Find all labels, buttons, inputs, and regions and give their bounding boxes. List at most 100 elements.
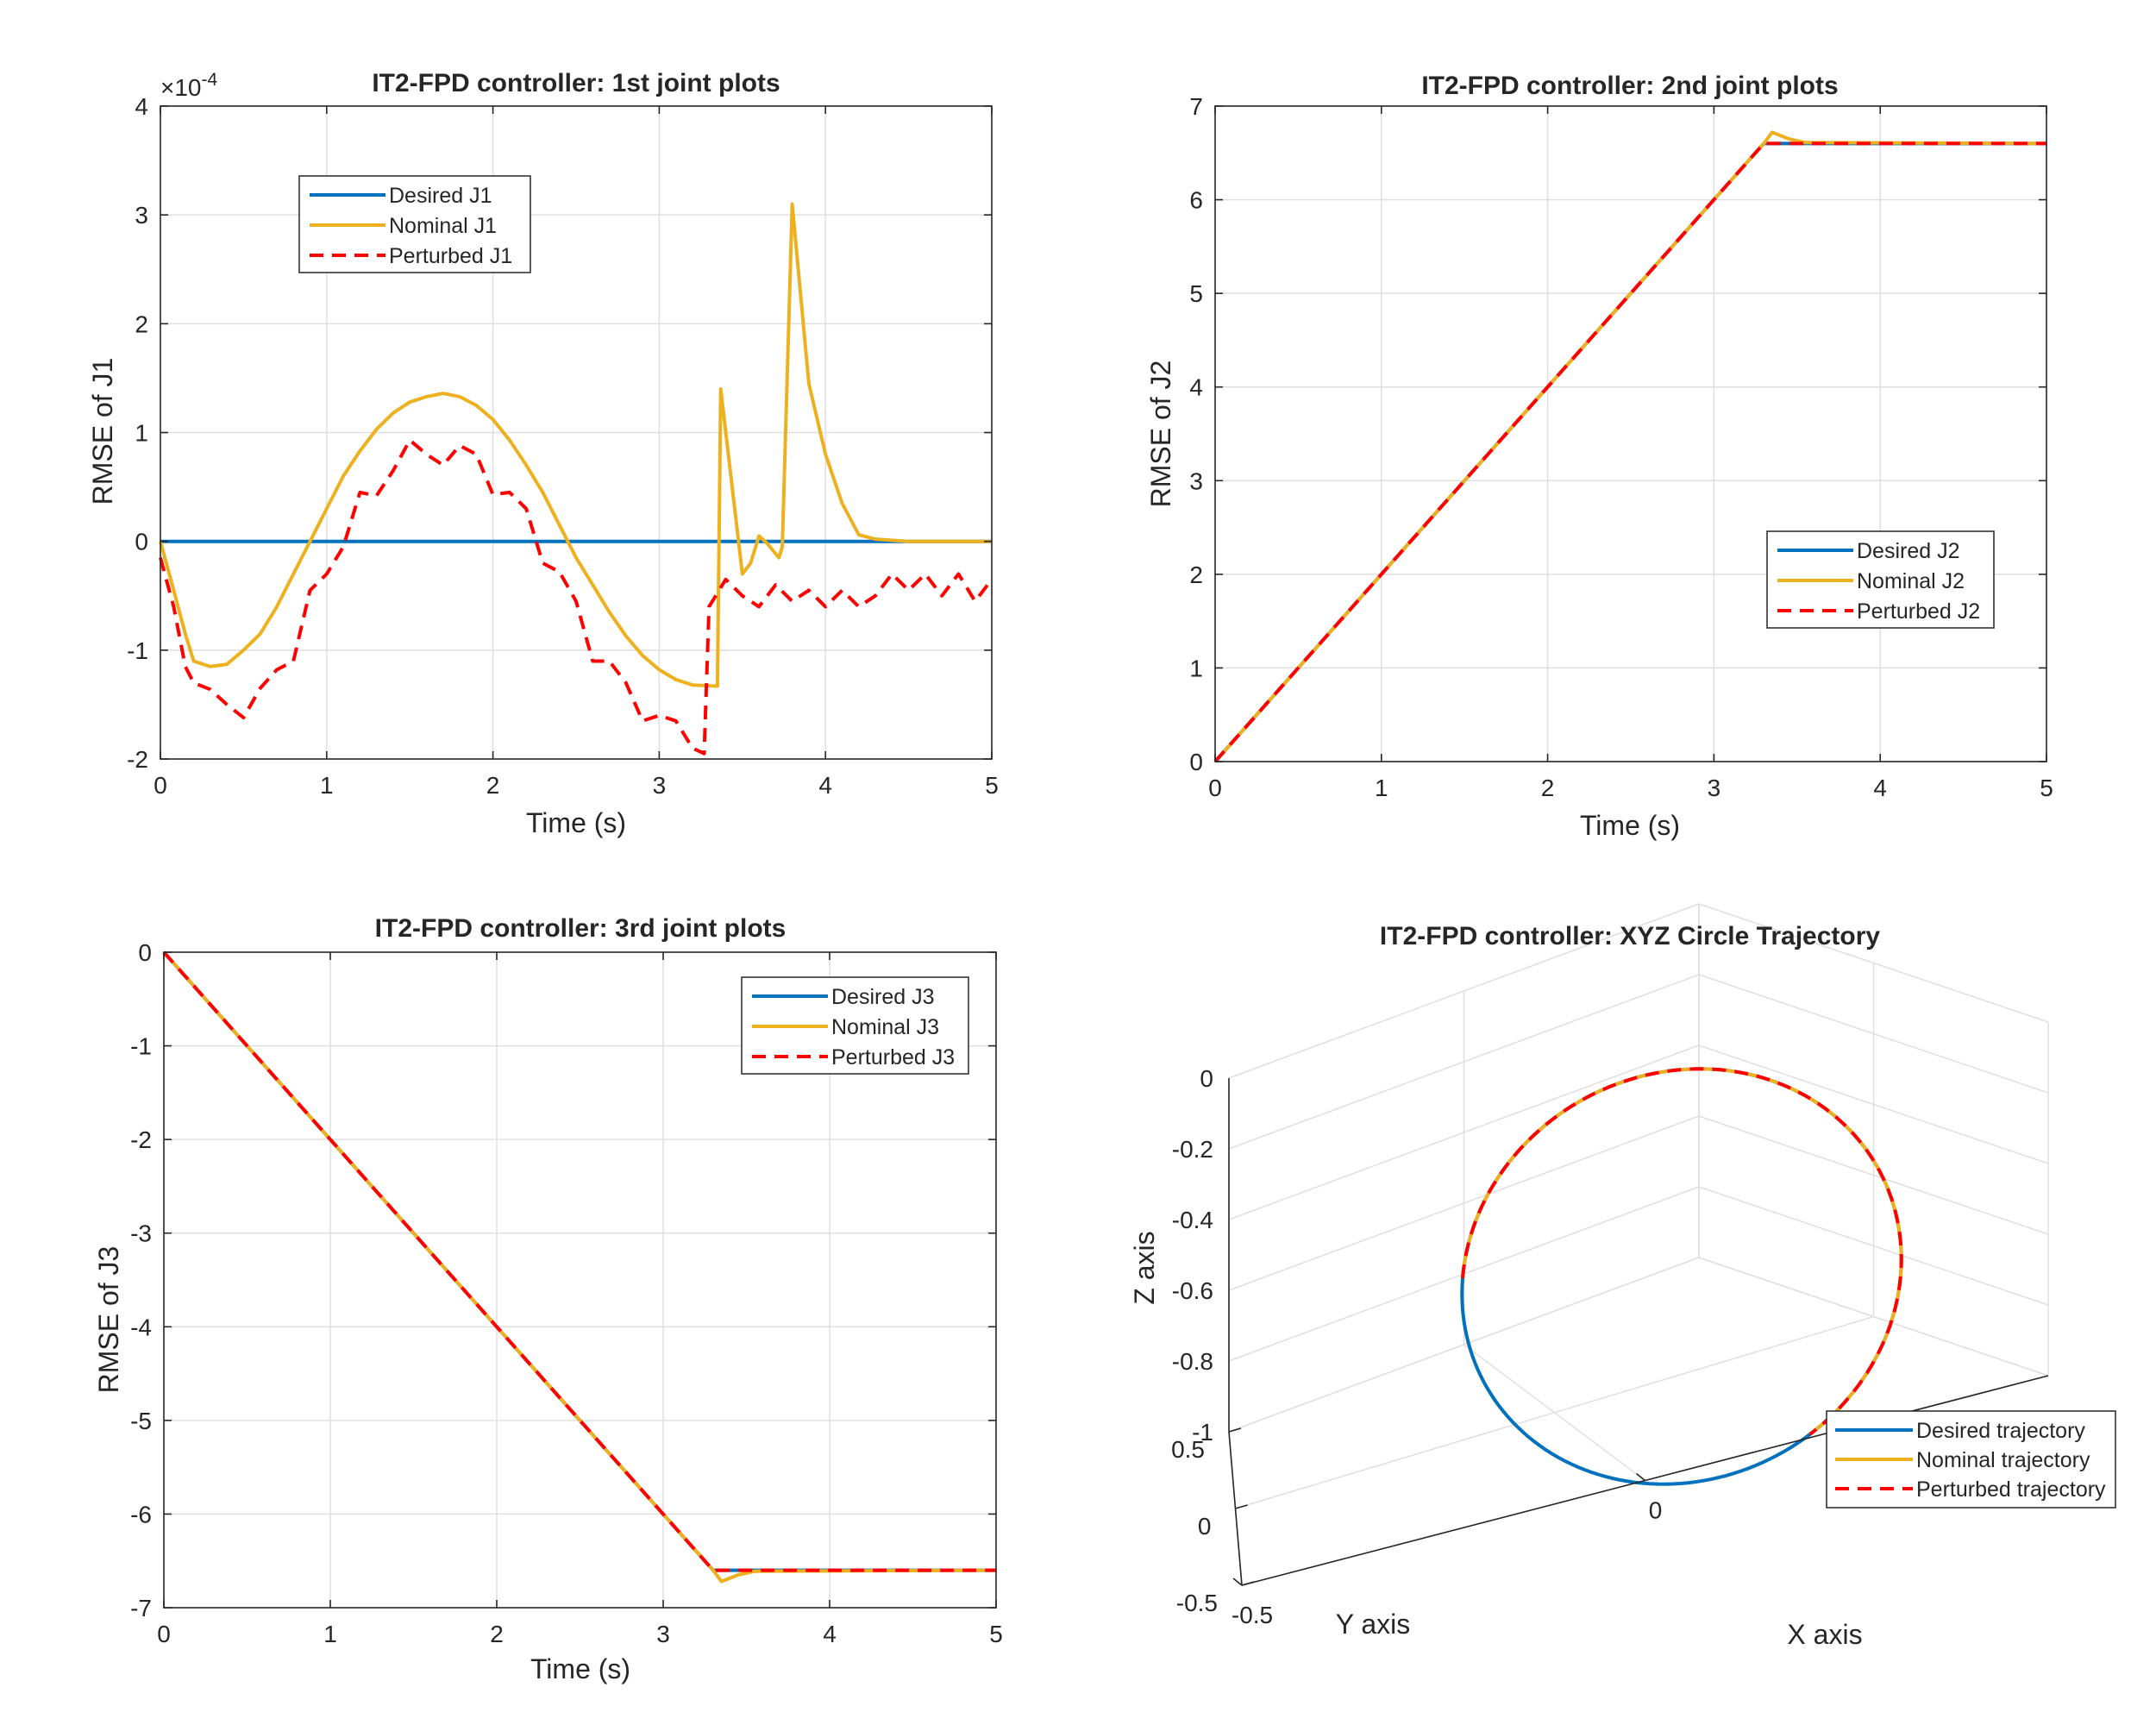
y-tick-mark — [1241, 1581, 1255, 1586]
y-tick-label: 6 — [1189, 187, 1203, 214]
floor-gridline — [1235, 1315, 1874, 1509]
x-axis-label: Time (s) — [530, 1653, 630, 1684]
chart-title: IT2-FPD controller: XYZ Circle Trajector… — [1380, 922, 1880, 950]
x-tick-mark — [1232, 1578, 1243, 1586]
y-tick-label: 0 — [1198, 1513, 1212, 1540]
y-tick-label: 0 — [138, 939, 152, 966]
z-tick-label: -0.8 — [1172, 1348, 1213, 1375]
y-tick-label: -3 — [130, 1220, 152, 1247]
y-tick-label: 1 — [135, 420, 148, 447]
y-tick-label: 3 — [1189, 467, 1203, 494]
chart-joint2: 0 1 2 3 4 5 0 1 2 3 4 5 6 7 IT2-FPD controller: 2nd j… — [1145, 72, 2053, 841]
y-tick-label: 0 — [1189, 749, 1203, 775]
chart-title: IT2-FPD controller: 3rd joint plots — [375, 914, 787, 943]
x-tick-label: 4 — [823, 1621, 837, 1647]
y-tick-label: -2 — [130, 1126, 152, 1153]
exponent-label: ×10-4 — [160, 70, 217, 101]
series-line-perturbed — [1213, 141, 2046, 763]
series-line-perturbed — [162, 950, 996, 1572]
x-tick-label: 4 — [1873, 775, 1887, 801]
z-tick-label: -0.6 — [1172, 1277, 1213, 1304]
series-line-perturbed — [159, 438, 993, 756]
y-tick-label: 4 — [1189, 374, 1203, 401]
y-tick-label: -5 — [130, 1408, 152, 1434]
x-tick-label: 2 — [1541, 775, 1555, 801]
y-tick-label: -6 — [130, 1501, 152, 1527]
z-tick-label: 0 — [1200, 1065, 1213, 1092]
x-axis-label: Time (s) — [1580, 810, 1680, 841]
series-line-nominal — [1213, 130, 2047, 763]
x-axis-label: X axis — [1787, 1619, 1862, 1650]
legend-entry-label: Perturbed trajectory — [1916, 1477, 2106, 1502]
chart-joint1: 0 1 2 3 4 5 -2 -1 0 1 2 3 4 IT2-FPD controller: 1st … — [87, 69, 999, 838]
legend-entry-label: Nominal J2 — [1857, 569, 1965, 593]
x-axis-label: Time (s) — [526, 807, 626, 838]
x-tick-label: -0.5 — [1232, 1602, 1273, 1628]
legend: Desired J2 Nominal J2 Perturbed J2 — [1766, 530, 1995, 629]
y-tick-label: 1 — [1189, 655, 1203, 681]
legend: Desired J3 Nominal J3 Perturbed J3 — [741, 976, 969, 1075]
y-axis-label: RMSE of J3 — [93, 1246, 124, 1394]
x-tick-label: 4 — [818, 772, 832, 799]
x-tick-label: 3 — [653, 772, 667, 799]
y-tick-label: 7 — [1189, 93, 1203, 120]
x-tick-label: 0 — [157, 1621, 171, 1647]
y-tick-label: -1 — [130, 1033, 152, 1060]
y-axis-label: RMSE of J2 — [1145, 361, 1176, 508]
z-tick-label: -0.4 — [1172, 1207, 1213, 1233]
x-tick-label: 5 — [2040, 775, 2053, 801]
legend-entry-label: Nominal trajectory — [1916, 1448, 2090, 1472]
z-tick-label: -0.2 — [1172, 1136, 1213, 1163]
z-tick-label: -1 — [1192, 1419, 1213, 1446]
legend-entry-label: Nominal J3 — [831, 1015, 939, 1039]
legend-entry-label: Desired trajectory — [1916, 1419, 2085, 1443]
x-tick-label: 0 — [1649, 1497, 1663, 1524]
chart-title: IT2-FPD controller: 2nd joint plots — [1421, 72, 1838, 100]
trajectory-nominal — [1461, 1067, 1903, 1436]
legend-entry-label: Desired J1 — [389, 184, 492, 208]
x-tick-label: 3 — [1708, 775, 1721, 801]
legend-entry-label: Desired J2 — [1857, 539, 1960, 563]
x-tick-label: 1 — [323, 1621, 337, 1647]
y-axis-label: Y axis — [1336, 1609, 1411, 1640]
y-tick-mark — [1228, 1427, 1242, 1433]
y-tick-label: 2 — [1189, 561, 1203, 588]
y-tick-label: -1 — [127, 637, 148, 664]
x-tick-label: 5 — [985, 772, 999, 799]
y-tick-label: 5 — [1189, 280, 1203, 307]
y-tick-label: -4 — [130, 1314, 152, 1340]
y-tick-mark — [1235, 1504, 1248, 1509]
y-tick-label: -7 — [130, 1595, 152, 1622]
legend-entry-label: Nominal J1 — [389, 214, 497, 238]
series-line-nominal — [159, 202, 992, 688]
legend-entry-label: Perturbed J1 — [389, 244, 512, 268]
y-tick-label: 0 — [135, 529, 148, 555]
trajectory-perturbed — [1461, 1067, 1903, 1436]
legend: Desired trajectory Nominal trajectory Pert… — [1826, 1410, 2116, 1509]
axes-frame — [163, 951, 997, 1609]
y-tick-label: 3 — [135, 202, 148, 229]
legend: Desired J1 Nominal J1 Perturbed J1 — [298, 175, 531, 273]
legend-entry-label: Perturbed J3 — [831, 1045, 955, 1070]
x-tick-label: 3 — [656, 1621, 670, 1647]
x-tick-label: 2 — [490, 1621, 504, 1647]
y-tick-label: 0.5 — [1171, 1436, 1205, 1463]
y-axis-label: RMSE of J1 — [87, 358, 118, 505]
x-tick-label: 0 — [154, 772, 167, 799]
x-tick-label: 1 — [320, 772, 334, 799]
chart-xyz-trajectory: -1 -0.8 -0.6 -0.4 -0.2 0 0.5 0 -0.5 -0.5 0 IT2-FPD… — [1129, 903, 2116, 1650]
z-axis-label: Z axis — [1129, 1231, 1160, 1304]
x-tick-label: 1 — [1375, 775, 1388, 801]
chart-title: IT2-FPD controller: 1st joint plots — [372, 69, 780, 97]
series-line-desired — [1213, 141, 2046, 763]
legend-entry-label: Perturbed J2 — [1857, 599, 1980, 624]
floor-gridline — [1698, 1257, 2049, 1377]
x-tick-label: 5 — [989, 1621, 1003, 1647]
axes-frame — [1214, 105, 2047, 762]
x-tick-label: 0 — [1208, 775, 1222, 801]
chart-joint3: 0 1 2 3 4 5 -7 -6 -5 -4 -3 -2 -1 0 IT2-FPD controller… — [93, 914, 1003, 1684]
x-tick-label: 2 — [486, 772, 500, 799]
y-tick-label: 4 — [135, 93, 148, 120]
legend-entry-label: Desired J3 — [831, 985, 935, 1009]
